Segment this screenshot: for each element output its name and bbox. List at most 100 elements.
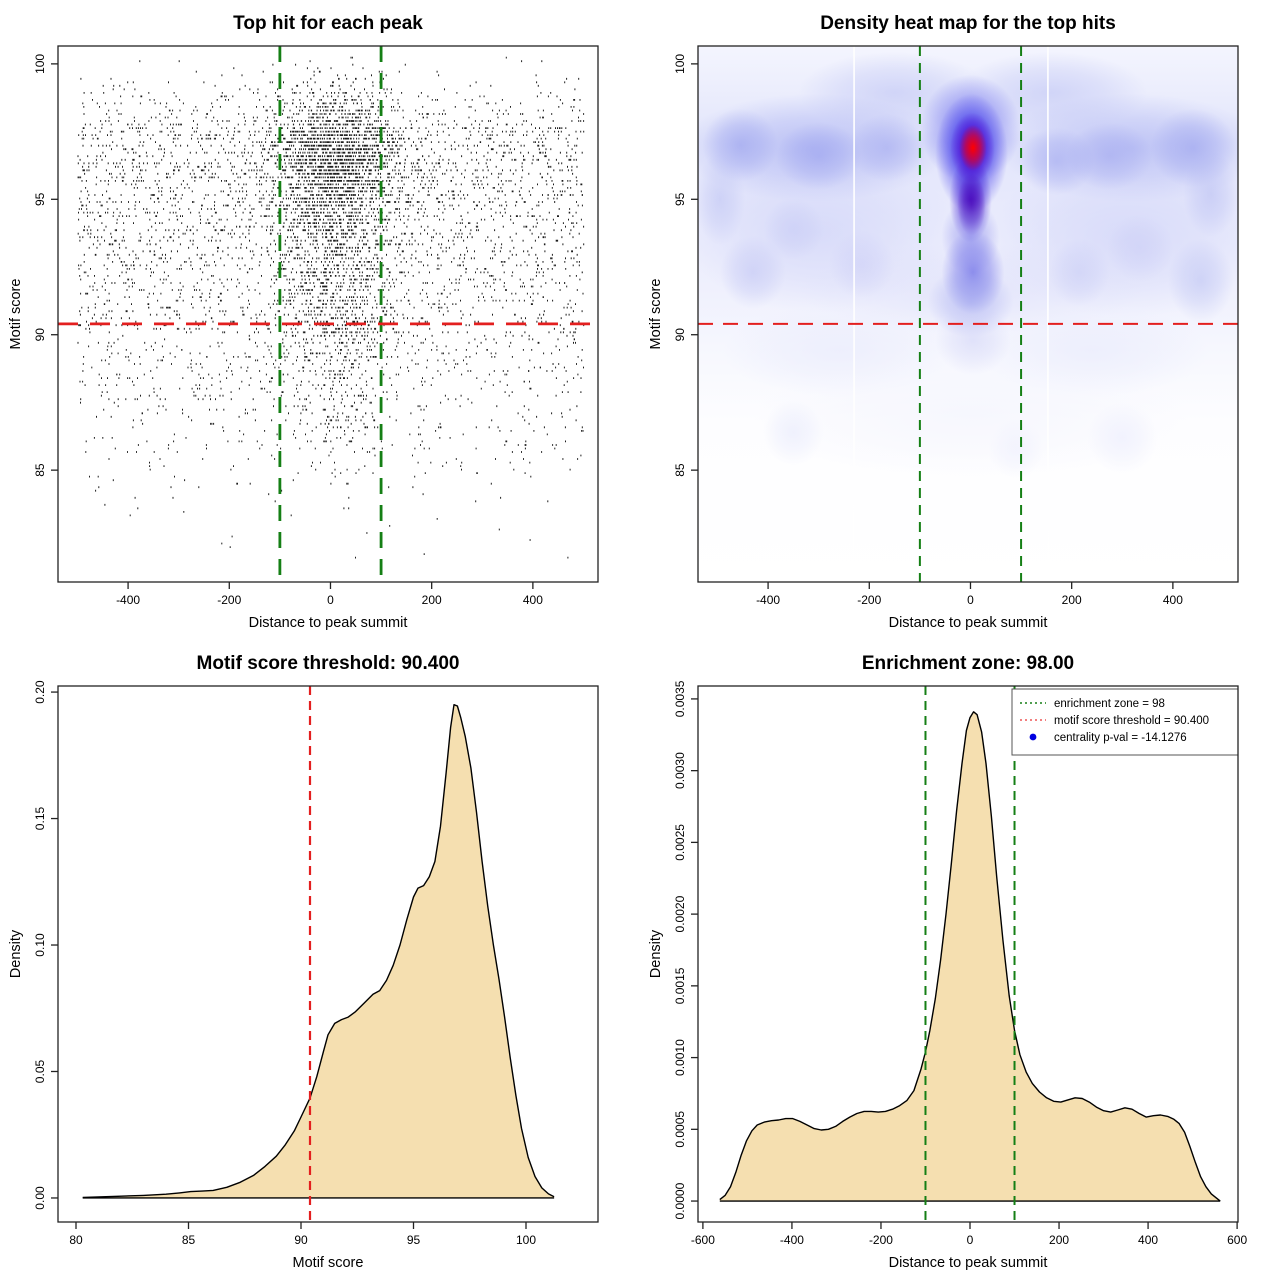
y-axis-tick-label: 85 bbox=[33, 463, 47, 477]
heatmap-blob bbox=[763, 399, 824, 465]
x-axis-label: Motif score bbox=[293, 1255, 364, 1271]
x-axis-tick-label: 600 bbox=[1227, 1233, 1247, 1247]
y-axis-tick-label: 100 bbox=[673, 54, 687, 74]
heatmap-blob bbox=[1183, 150, 1238, 238]
y-axis-tick-label: 0.05 bbox=[33, 1059, 47, 1083]
heatmap-blob bbox=[988, 418, 1044, 479]
plot-box bbox=[57, 45, 599, 583]
x-axis-label: Distance to peak summit bbox=[889, 615, 1048, 631]
y-axis-tick-label: 0.0005 bbox=[673, 1111, 687, 1148]
heatmap-blobs bbox=[698, 51, 1238, 479]
legend: enrichment zone = 98 motif score threshol… bbox=[1011, 688, 1239, 756]
y-axis-tick-label: 90 bbox=[673, 328, 687, 342]
panel-density-heatmap: -400 -200 0 200 400 85 90 95 100 Density heat map… bbox=[640, 0, 1280, 640]
heatmap-blob bbox=[959, 124, 987, 171]
y-axis-tick-label: 0.0025 bbox=[673, 824, 687, 861]
heatmap-blob bbox=[1167, 238, 1234, 323]
legend-label: motif score threshold = 90.400 bbox=[1054, 715, 1209, 727]
plot-content bbox=[719, 686, 1221, 1222]
plot-title: Density heat map for the top hits bbox=[820, 13, 1116, 34]
heatmap-blob bbox=[775, 122, 862, 190]
heatmap-blob bbox=[828, 230, 895, 299]
x-axis-tick-label: 85 bbox=[182, 1233, 196, 1247]
plot-content bbox=[58, 46, 598, 582]
x-axis-tick-label: 400 bbox=[1163, 593, 1183, 607]
x-axis-tick-label: 400 bbox=[1138, 1233, 1158, 1247]
y-axis-label: Density bbox=[8, 929, 24, 978]
y-axis-tick-label: 0.0030 bbox=[673, 752, 687, 789]
y-axis-label: Motif score bbox=[648, 279, 664, 350]
x-axis-label: Distance to peak summit bbox=[249, 615, 408, 631]
y-axis-tick-label: 0.0010 bbox=[673, 1039, 687, 1076]
y-axis-tick-label: 85 bbox=[673, 463, 687, 477]
density-fill bbox=[82, 704, 555, 1198]
panel-top-hit-scatter: -400 -200 0 200 400 85 90 95 100 Top hit for each… bbox=[0, 0, 640, 640]
legend-label: enrichment zone = 98 bbox=[1054, 698, 1165, 710]
heatmap-blob bbox=[752, 356, 1189, 476]
axes: 80 85 90 95 100 0.00 0.05 0.10 0.15 0.20 bbox=[33, 680, 536, 1247]
x-axis-tick-label: 0 bbox=[967, 1233, 974, 1247]
x-axis-tick-label: -400 bbox=[116, 593, 140, 607]
x-axis-tick-label: 400 bbox=[523, 593, 543, 607]
y-axis-tick-label: 0.10 bbox=[33, 933, 47, 957]
plot-box bbox=[57, 685, 599, 1223]
x-axis-tick-label: -400 bbox=[780, 1233, 804, 1247]
x-axis-tick-label: -400 bbox=[756, 593, 780, 607]
heatmap-blob bbox=[1086, 402, 1158, 473]
plot-title: Enrichment zone: 98.00 bbox=[862, 653, 1074, 674]
heatmap-blob bbox=[763, 198, 824, 261]
x-axis-label: Distance to peak summit bbox=[889, 1255, 1048, 1271]
plot-box bbox=[697, 685, 1239, 1223]
axes: -600 -400 -200 0 200 400 600 0.0000 0.0005 0.0010… bbox=[673, 680, 1247, 1247]
x-axis-tick-label: 95 bbox=[407, 1233, 421, 1247]
y-axis-tick-label: 0.0015 bbox=[673, 967, 687, 1004]
density-heatmap-svg: -400 -200 0 200 400 85 90 95 100 Density heat map… bbox=[648, 13, 1239, 631]
x-axis-tick-label: -200 bbox=[217, 593, 241, 607]
scatter-points bbox=[77, 56, 585, 559]
axes: -400 -200 0 200 400 85 90 95 100 bbox=[33, 54, 543, 607]
heatmap-blob bbox=[849, 113, 925, 182]
y-axis-tick-label: 0.0020 bbox=[673, 895, 687, 932]
x-axis-tick-label: 90 bbox=[294, 1233, 308, 1247]
x-axis-tick-label: 200 bbox=[1049, 1233, 1069, 1247]
heatmap-blob bbox=[935, 304, 1011, 376]
y-axis-label: Motif score bbox=[8, 279, 24, 350]
heatmap-blob bbox=[1066, 122, 1153, 190]
density-curve bbox=[719, 711, 1221, 1202]
y-axis-tick-label: 95 bbox=[673, 192, 687, 206]
y-axis-tick-label: 0.0035 bbox=[673, 680, 687, 717]
heatmap-blob bbox=[1048, 238, 1110, 307]
density-fill bbox=[719, 711, 1221, 1202]
x-axis-tick-label: 0 bbox=[327, 593, 334, 607]
legend-label: centrality p-val = -14.1276 bbox=[1054, 732, 1187, 744]
y-axis-label: Density bbox=[648, 929, 664, 978]
density-curve bbox=[82, 704, 555, 1199]
plot-box bbox=[697, 45, 1239, 583]
legend-box bbox=[1011, 688, 1239, 756]
y-axis-tick-label: 0.15 bbox=[33, 806, 47, 830]
panel-distance-density: enrichment zone = 98 motif score threshol… bbox=[640, 640, 1280, 1280]
y-axis-tick-label: 95 bbox=[33, 192, 47, 206]
y-axis-tick-label: 90 bbox=[33, 328, 47, 342]
motif-score-density-svg: 80 85 90 95 100 0.00 0.05 0.10 0.15 0.20 Motif sco… bbox=[8, 653, 599, 1271]
y-axis-tick-label: 0.0000 bbox=[673, 1182, 687, 1219]
x-axis-tick-label: 80 bbox=[69, 1233, 83, 1247]
x-axis-tick-label: -200 bbox=[869, 1233, 893, 1247]
heatmap-blob bbox=[720, 235, 786, 309]
y-axis-tick-label: 100 bbox=[33, 54, 47, 74]
x-axis-tick-label: -600 bbox=[691, 1233, 715, 1247]
heatmap-blob bbox=[1107, 214, 1173, 282]
x-axis-tick-label: -200 bbox=[857, 593, 881, 607]
plot-content bbox=[82, 686, 555, 1222]
heatmap-blob bbox=[941, 199, 1000, 276]
panel-motif-score-density: 80 85 90 95 100 0.00 0.05 0.10 0.15 0.20 Motif sco… bbox=[0, 640, 640, 1280]
x-axis-tick-label: 100 bbox=[516, 1233, 536, 1247]
y-axis-tick-label: 0.20 bbox=[33, 680, 47, 704]
top-hit-scatter-svg: -400 -200 0 200 400 85 90 95 100 Top hit for each… bbox=[8, 13, 599, 631]
heatmap-blob bbox=[698, 153, 746, 246]
plot-content bbox=[698, 46, 1238, 582]
plot-title: Top hit for each peak bbox=[233, 13, 423, 34]
x-axis-tick-label: 0 bbox=[967, 593, 974, 607]
